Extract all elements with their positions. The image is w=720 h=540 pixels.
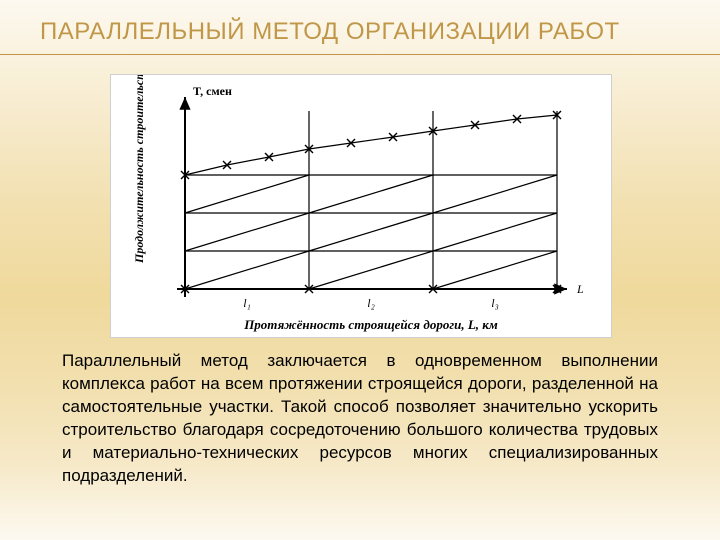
svg-text:l₃: l₃ bbox=[491, 296, 499, 310]
svg-text:l₂: l₂ bbox=[367, 296, 375, 310]
body-paragraph: Параллельный метод заключается в одновре… bbox=[62, 350, 658, 488]
svg-text:Продолжительность строительств: Продолжительность строительства bbox=[132, 75, 146, 264]
svg-text:l₁: l₁ bbox=[243, 296, 251, 310]
figure: l₁ l₂ l₃ T, смен L Продолжительность строител… bbox=[110, 74, 612, 338]
svg-text:Протяжённость строящейся дорог: Протяжённость строящейся дороги, L, км bbox=[243, 317, 498, 332]
slide: ПАРАЛЛЕЛЬНЫЙ МЕТОД ОРГАНИЗАЦИИ РАБОТ l₁l… bbox=[0, 0, 720, 540]
svg-text:L: L bbox=[576, 282, 584, 296]
title-underline bbox=[0, 54, 720, 55]
chart-svg: l₁ l₂ l₃ T, смен L Продолжительность строител… bbox=[111, 75, 611, 337]
svg-text:T, смен: T, смен bbox=[193, 84, 232, 98]
slide-title: ПАРАЛЛЕЛЬНЫЙ МЕТОД ОРГАНИЗАЦИИ РАБОТ bbox=[40, 18, 700, 46]
